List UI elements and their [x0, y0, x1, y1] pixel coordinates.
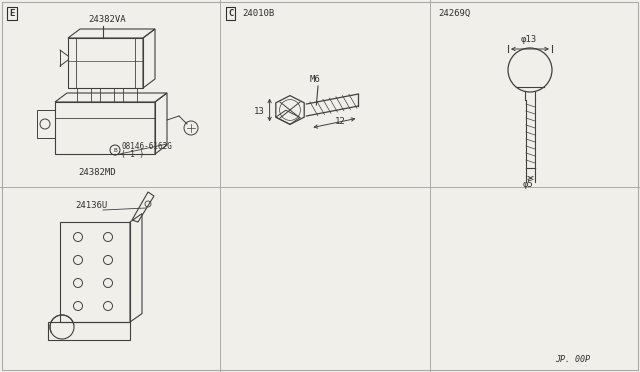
- Text: 12: 12: [335, 117, 346, 126]
- Bar: [68, 38, 143, 88]
- Text: E: E: [9, 9, 14, 18]
- Bar: [123, 88, 137, 102]
- Text: 24382MD: 24382MD: [78, 168, 116, 177]
- Text: 24136U: 24136U: [75, 201, 108, 210]
- Bar: [77, 88, 91, 102]
- Text: B: B: [113, 148, 117, 153]
- Text: 24269Q: 24269Q: [438, 9, 470, 18]
- Bar: [100, 88, 114, 102]
- Text: φ13: φ13: [521, 35, 537, 44]
- Text: 24382VA: 24382VA: [88, 15, 125, 24]
- Text: 13: 13: [253, 107, 264, 116]
- Bar: [37, 110, 55, 138]
- Text: φ5: φ5: [523, 180, 534, 189]
- Bar: [55, 102, 155, 154]
- Text: 24010B: 24010B: [242, 9, 275, 18]
- Bar: [60, 222, 130, 322]
- Bar: [48, 322, 130, 340]
- Text: C: C: [228, 9, 234, 18]
- Text: JP. 00P: JP. 00P: [555, 355, 590, 364]
- Text: ( 1 ): ( 1 ): [121, 150, 144, 159]
- Text: M6: M6: [310, 75, 321, 84]
- Text: 08146-6162G: 08146-6162G: [121, 142, 172, 151]
